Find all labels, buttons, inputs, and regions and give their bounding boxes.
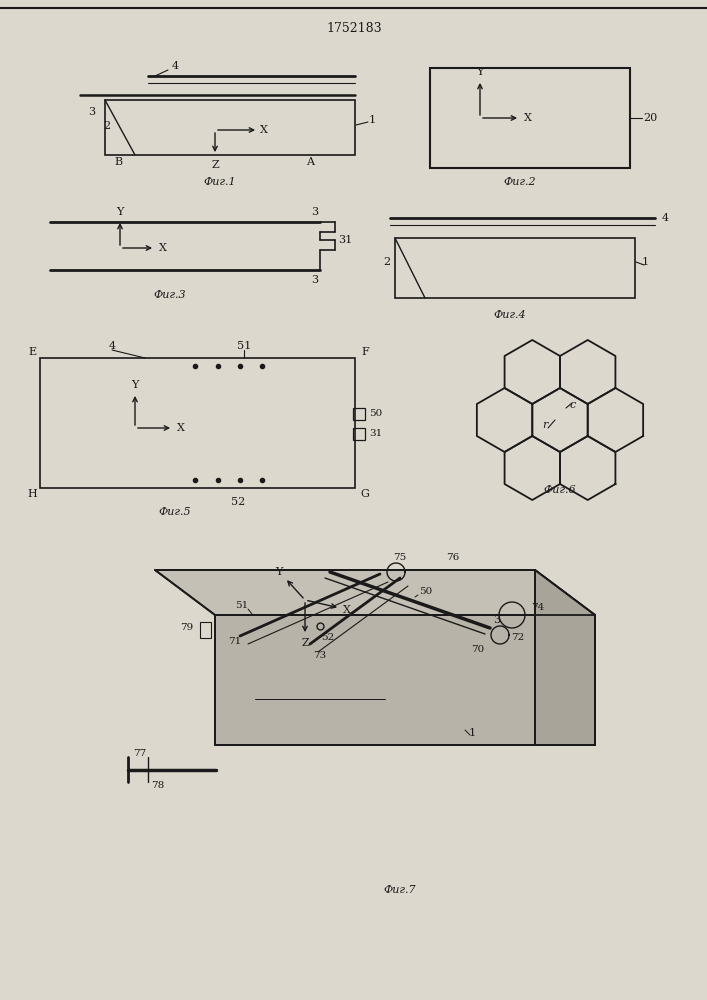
Text: 3: 3 — [88, 107, 95, 117]
Bar — [248, 614, 257, 628]
Text: 74: 74 — [532, 603, 544, 612]
Text: X: X — [343, 605, 351, 615]
Text: Y: Y — [117, 207, 124, 217]
Text: 72: 72 — [511, 634, 525, 643]
Text: Фиг.1: Фиг.1 — [204, 177, 236, 187]
Text: 50: 50 — [369, 410, 382, 418]
Text: Фиг.7: Фиг.7 — [384, 885, 416, 895]
Text: F: F — [361, 347, 369, 357]
Text: 70: 70 — [472, 646, 484, 654]
Text: 2: 2 — [383, 257, 390, 267]
Text: 4: 4 — [108, 341, 115, 351]
Text: 1752183: 1752183 — [326, 21, 382, 34]
Text: 73: 73 — [313, 650, 327, 660]
Text: G: G — [361, 489, 370, 499]
Text: 3: 3 — [312, 275, 319, 285]
Polygon shape — [215, 615, 595, 745]
Text: 1: 1 — [469, 728, 476, 738]
Bar — [430, 68, 630, 168]
Text: 79: 79 — [180, 624, 194, 633]
Text: Z: Z — [301, 638, 309, 648]
Bar — [400, 592, 415, 604]
Text: 51: 51 — [237, 341, 251, 351]
Text: Фиг.3: Фиг.3 — [153, 290, 187, 300]
Text: X: X — [524, 113, 532, 123]
Polygon shape — [155, 570, 595, 615]
Text: 4: 4 — [171, 61, 179, 71]
Bar — [40, 358, 355, 488]
Text: 52: 52 — [231, 497, 245, 507]
Text: X: X — [177, 423, 185, 433]
Text: c: c — [570, 400, 576, 410]
Text: Фиг.5: Фиг.5 — [158, 507, 192, 517]
Text: Z: Z — [211, 160, 218, 170]
Text: 2: 2 — [103, 121, 110, 131]
Text: E: E — [28, 347, 36, 357]
Text: Фиг.6: Фиг.6 — [544, 485, 576, 495]
Text: 3: 3 — [312, 207, 319, 217]
Text: Фиг.4: Фиг.4 — [493, 310, 526, 320]
Text: Y: Y — [477, 67, 484, 77]
Bar — [395, 238, 635, 298]
Bar — [255, 668, 385, 730]
Text: r: r — [542, 420, 548, 430]
Text: 75: 75 — [393, 554, 407, 562]
Bar — [200, 622, 211, 638]
Text: 20: 20 — [643, 113, 657, 123]
Text: 50: 50 — [419, 587, 433, 596]
Text: Фиг.2: Фиг.2 — [503, 177, 537, 187]
Text: 31: 31 — [338, 235, 352, 245]
Text: X: X — [159, 243, 167, 253]
Text: 71: 71 — [228, 638, 242, 647]
Text: 1: 1 — [641, 257, 648, 267]
Text: A: A — [306, 157, 314, 167]
Bar — [440, 572, 462, 586]
Text: H: H — [27, 489, 37, 499]
Bar — [353, 428, 365, 440]
Text: Y: Y — [275, 567, 283, 577]
Text: 31: 31 — [369, 430, 382, 438]
Text: 77: 77 — [134, 750, 146, 758]
Text: 78: 78 — [151, 780, 165, 790]
Text: 4: 4 — [662, 213, 669, 223]
Text: 3: 3 — [493, 615, 501, 625]
Text: X: X — [260, 125, 268, 135]
Text: 51: 51 — [235, 600, 249, 609]
Bar — [105, 100, 355, 155]
Text: 76: 76 — [446, 554, 460, 562]
Bar — [265, 614, 274, 628]
Polygon shape — [535, 570, 595, 745]
Text: 1: 1 — [368, 115, 375, 125]
Bar — [353, 408, 365, 420]
Text: Y: Y — [132, 380, 139, 390]
Text: B: B — [114, 157, 122, 167]
Text: 52: 52 — [322, 634, 334, 643]
